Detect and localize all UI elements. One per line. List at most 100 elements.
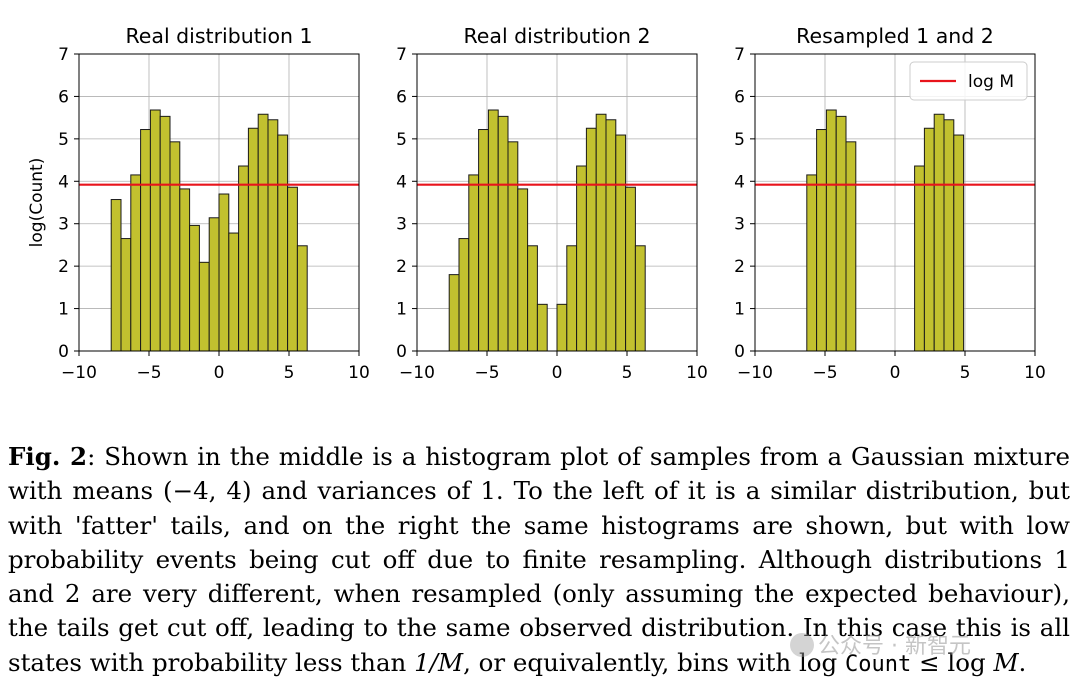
histogram-bar: [497, 115, 509, 352]
y-tick-label: 3: [734, 215, 745, 235]
y-tick-label: 4: [58, 172, 69, 192]
caption-prob: 1/M: [414, 647, 464, 677]
histogram-bar: [825, 109, 837, 352]
x-tick-label: −5: [812, 363, 837, 383]
x-tick-label: 5: [284, 363, 295, 383]
y-tick-label: 4: [396, 172, 407, 192]
y-tick-label: 0: [58, 342, 69, 362]
x-tick-label: −10: [399, 363, 435, 383]
y-tick-label: 7: [58, 45, 69, 65]
legend-box: [909, 61, 1028, 101]
y-tick-label: 0: [734, 342, 745, 362]
histogram-bar: [159, 115, 171, 352]
histogram-bar: [527, 245, 538, 352]
y-tick-label: 0: [396, 342, 407, 362]
x-tick-label: 0: [214, 363, 225, 383]
chart-panel-2: −10 −5 0 5 10 0 1 2 3 4 5 6 7 Real distribution 2: [396, 24, 708, 383]
histogram-bar: [517, 188, 529, 352]
y-tick-label: 2: [734, 257, 745, 277]
histogram-bar: [458, 238, 470, 352]
chart-panel-3: −10 −5 0 5 10 0 1 2 3 4 5 6 7 Resampled 1 and 2 log M: [734, 24, 1046, 383]
x-tick-label: −10: [737, 363, 773, 383]
histogram-bar: [238, 165, 249, 352]
histogram-bar: [835, 115, 847, 352]
histogram-bar: [296, 245, 308, 352]
histogram-bar: [914, 165, 925, 352]
histogram-bar: [585, 127, 597, 352]
x-tick-label: 10: [686, 363, 708, 383]
histogram-bar: [943, 119, 955, 352]
caption-count-word: Count: [845, 651, 912, 677]
histogram-bar: [625, 186, 636, 352]
histogram-bar: [257, 113, 269, 352]
chart-title: Real distribution 2: [463, 24, 650, 48]
histogram-bar: [267, 119, 279, 352]
histogram-bar: [933, 113, 945, 352]
x-tick-label: −10: [61, 363, 97, 383]
histogram-bar: [923, 127, 935, 352]
caption-text-4: ≤ log: [911, 647, 994, 677]
caption-m: M: [993, 647, 1019, 677]
histogram-bar: [287, 186, 298, 352]
x-tick-label: 0: [890, 363, 901, 383]
y-tick-label: 2: [58, 257, 69, 277]
histogram-bar: [448, 274, 460, 352]
histogram-bar: [478, 129, 489, 352]
caption-means: (−4, 4): [163, 476, 252, 506]
x-tick-label: 10: [1024, 363, 1046, 383]
y-tick-label: 3: [58, 215, 69, 235]
histogram-bar: [536, 303, 548, 352]
histogram-bar: [179, 188, 191, 352]
histogram-bar: [120, 238, 132, 352]
histogram-bar: [149, 109, 161, 352]
y-tick-label: 7: [396, 45, 407, 65]
x-tick-label: 5: [960, 363, 971, 383]
histogram-bar: [198, 261, 210, 352]
y-tick-label: 2: [396, 257, 407, 277]
histogram-bar: [110, 199, 122, 352]
histogram-bar: [556, 303, 568, 352]
histogram-bar: [218, 193, 230, 352]
y-tick-label: 1: [396, 300, 407, 320]
y-tick-label: 5: [58, 130, 69, 150]
histogram-bar: [615, 134, 627, 352]
x-tick-label: 10: [348, 363, 370, 383]
histogram-bar: [816, 129, 827, 352]
histogram-bar: [277, 134, 289, 352]
y-tick-label: 4: [734, 172, 745, 192]
y-tick-label: 6: [58, 87, 69, 107]
histogram-bar: [576, 165, 587, 352]
histogram-bar: [130, 174, 142, 352]
y-tick-label: 3: [396, 215, 407, 235]
y-tick-label: 5: [396, 130, 407, 150]
y-tick-label: 6: [396, 87, 407, 107]
x-tick-label: 5: [622, 363, 633, 383]
histogram-bar: [189, 224, 200, 352]
figure-caption: Fig. 2: Shown in the middle is a histogr…: [8, 440, 1070, 682]
histogram-bar: [140, 129, 151, 352]
histogram-bar: [605, 119, 617, 352]
x-tick-label: 0: [552, 363, 563, 383]
y-tick-label: 1: [734, 300, 745, 320]
caption-fig-label: Fig. 2: [8, 442, 88, 471]
caption-text-2: and variances of 1. To the left of it is…: [8, 476, 1070, 677]
caption-text-5: .: [1018, 647, 1027, 677]
histogram-bar: [468, 174, 480, 352]
y-tick-label: 1: [58, 300, 69, 320]
legend: log M: [909, 61, 1028, 101]
y-tick-label: 7: [734, 45, 745, 65]
histogram-bar: [634, 245, 646, 352]
y-tick-label: 5: [734, 130, 745, 150]
y-tick-label: 6: [734, 87, 745, 107]
histogram-bar: [845, 141, 857, 352]
histogram-bar: [487, 109, 499, 352]
x-tick-label: −5: [474, 363, 499, 383]
x-tick-label: −5: [136, 363, 161, 383]
histogram-bar: [566, 245, 578, 352]
chart-title: Real distribution 1: [125, 24, 312, 48]
caption-text-1: : Shown in the middle is a histogram plo…: [8, 442, 1070, 506]
legend-label: log M: [968, 72, 1014, 92]
histogram-bar: [228, 232, 240, 352]
histogram-bar: [247, 127, 259, 352]
